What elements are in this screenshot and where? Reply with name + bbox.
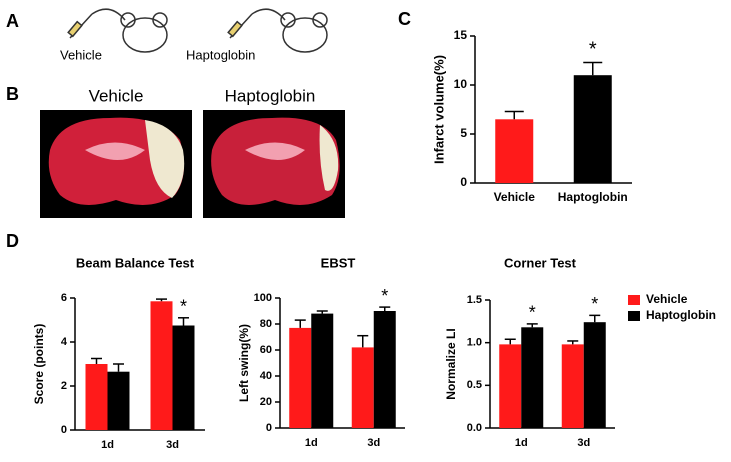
significance: * [529,303,536,323]
x-tick-label: 1d [101,439,114,451]
bar [351,347,374,428]
panel-label: D [6,231,19,251]
image-label: Haptoglobin [225,86,316,105]
y-tick-label: 15 [454,28,468,42]
x-tick-label: 1d [515,437,528,449]
y-axis-label: Left swing(%) [237,324,251,402]
panel-label: A [6,11,19,31]
y-tick-label: 2 [61,380,67,392]
y-tick-label: 0 [460,175,467,189]
significance: * [180,297,187,317]
x-tick-label: 3d [166,439,179,451]
bar [499,344,522,428]
mouse-icon [227,8,328,53]
legend-swatch [628,295,640,305]
image-label: Vehicle [89,86,144,105]
bar [172,325,195,430]
y-tick-label: 80 [260,318,272,330]
bar [107,371,130,430]
y-tick-label: 0.5 [467,379,482,391]
x-tick-label: 3d [367,437,380,449]
bar [311,313,334,428]
chart-title: EBST [321,255,356,270]
chart-title: Beam Balance Test [76,255,195,270]
x-tick-label: 3d [577,437,590,449]
x-tick-label: Vehicle [494,190,536,204]
y-tick-label: 20 [260,396,272,408]
y-tick-label: 6 [61,292,67,304]
brain-image [203,110,345,218]
y-tick-label: 1.5 [467,294,482,306]
x-tick-label: Haptoglobin [558,190,628,204]
bar [373,311,396,428]
brain-image [40,110,192,218]
chart-title: Corner Test [504,255,577,270]
x-tick-label: 1d [305,437,318,449]
y-tick-label: 0.0 [467,422,482,434]
y-tick-label: 5 [460,126,467,140]
y-tick-label: 0 [61,424,67,436]
bar [85,364,108,430]
bar [150,301,173,430]
y-tick-label: 10 [454,77,468,91]
panel-label: B [6,84,19,104]
mouse-icon [67,8,168,53]
legend-label: Haptoglobin [646,308,716,322]
significance: * [381,286,388,306]
legend-swatch [628,311,640,321]
bar [495,119,534,183]
y-axis-label: Normalize LI [444,328,458,399]
bar [583,322,606,428]
y-tick-label: 60 [260,344,272,356]
significance: * [589,39,597,61]
bar [521,327,544,428]
group-label: Vehicle [60,47,102,62]
legend-label: Vehicle [646,292,688,306]
y-axis-label: Infarct volume(%) [431,55,446,164]
y-axis-label: Score (points) [32,324,46,405]
y-tick-label: 1.0 [467,337,482,349]
bar [561,344,584,428]
y-tick-label: 4 [61,336,68,348]
panel-label: C [398,9,411,29]
y-tick-label: 100 [254,292,272,304]
group-label: Haptoglobin [186,47,255,62]
bar [573,75,612,183]
bar [289,327,312,428]
significance: * [591,294,598,314]
y-tick-label: 40 [260,370,272,382]
y-tick-label: 0 [266,422,272,434]
